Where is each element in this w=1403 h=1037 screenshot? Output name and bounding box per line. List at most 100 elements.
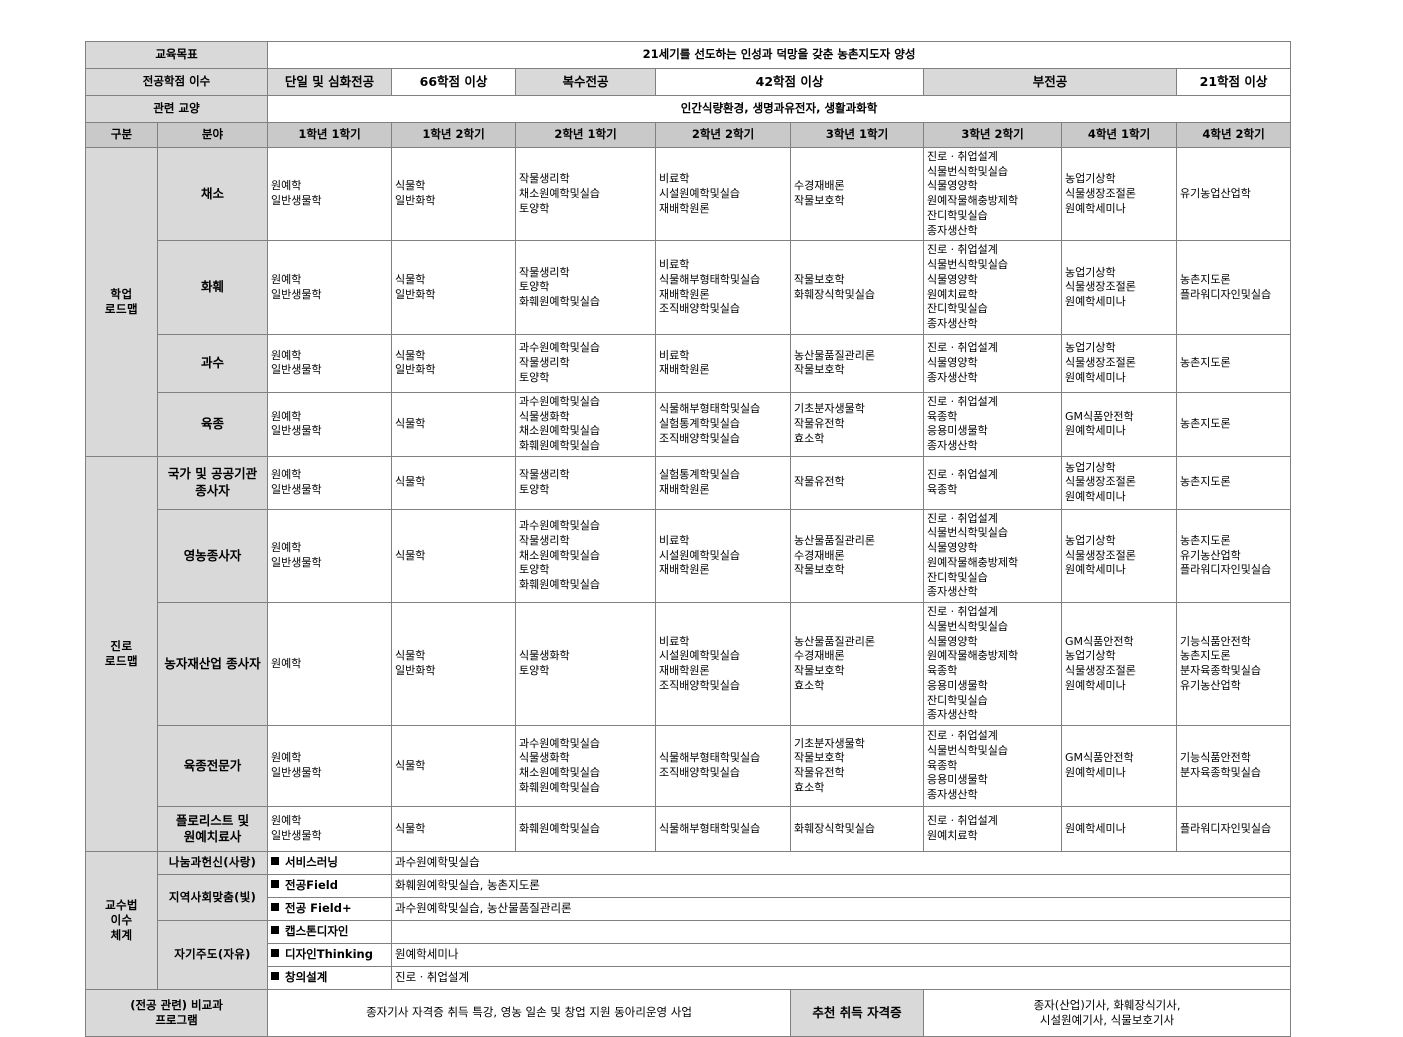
course-list: 비료학 시설원예학및실습 재배학원론 조직배양학및실습 [659, 635, 787, 694]
course-item: 식물생화학 [519, 649, 570, 663]
education-goal-value: 21세기를 선도하는 인성과 덕망을 갖춘 농촌지도자 양성 [267, 41, 1292, 69]
academic-courses-r3-s2: 식물학 일반화학 [391, 333, 517, 393]
course-item: 잔디학및실습 [927, 302, 988, 316]
teaching-item-label-text: 서비스러닝 [285, 855, 338, 870]
course-item: 화훼원예학및실습 [519, 578, 600, 592]
course-list: 작물유전학 [794, 475, 920, 490]
course-item: 농산물품질관리론 [794, 634, 875, 648]
course-item: 비료학 [659, 258, 690, 272]
academic-roadmap-label-line: 학업 [110, 286, 133, 301]
academic-field-2: 화훼 [156, 240, 269, 335]
course-item: 잔디학및실습 [927, 208, 988, 222]
career-courses-r5-s2: 식물학 [391, 806, 517, 853]
career-roadmap-label: 진로 로드맵 [85, 455, 158, 853]
academic-roadmap-row: 화훼 원예학 일반생물학 식물학 일반화학 작물생리학 토양학 화훼원예학및실습 비료학 식물해부… [86, 240, 1292, 335]
teaching-item-value: 과수원예학및실습 [391, 851, 1292, 876]
course-item: 일반화학 [395, 363, 436, 377]
credit-type-2: 복수전공 [515, 68, 657, 96]
credit-value-2: 42학점 이상 [655, 68, 925, 96]
course-item: 육종학 [927, 758, 958, 772]
course-item: 농업기상학 [1065, 341, 1116, 355]
course-item: 토양학 [519, 664, 550, 678]
course-item: 원예학 [271, 751, 302, 765]
career-field-1: 국가 및 공공기관 종사자 [156, 455, 269, 510]
academic-courses-r3-s4: 비료학 재배학원론 [655, 333, 792, 393]
academic-courses-r3-s8: 농촌지도론 [1176, 333, 1292, 393]
course-list: 원예학 일반생물학 [271, 179, 388, 208]
course-item: 조직배양학및실습 [659, 766, 740, 780]
career-courses-r1-s7: 농업기상학 식물생장조절론 원예학세미나 [1061, 455, 1178, 510]
career-courses-r4-s3: 과수원예학및실습 식물생화학 채소원예학및실습 화훼원예학및실습 [515, 725, 657, 808]
course-item: 재배학원론 [659, 287, 710, 301]
course-item: 과수원예학및실습 [519, 394, 600, 408]
course-item: 농촌지도론 [1180, 533, 1231, 547]
course-item: 화훼원예학및실습 [519, 439, 600, 453]
course-item: 식물영양학 [927, 634, 978, 648]
course-list: 농산물품질관리론 수경재배론 작물보호학 [794, 534, 920, 578]
course-item: 채소원예학및실습 [519, 548, 600, 562]
course-item: 재배학원론 [659, 201, 710, 215]
academic-roadmap-label-line: 로드맵 [104, 301, 139, 316]
course-item: 농산물품질관리론 [794, 348, 875, 362]
course-item: 플라워디자인및실습 [1180, 563, 1272, 577]
course-item: 진로ㆍ취업설계 [927, 511, 998, 525]
course-item: 재배학원론 [659, 563, 710, 577]
course-item: 육종학 [927, 409, 958, 423]
career-courses-r4-s4: 식물해부형태학및실습 조직배양학및실습 [655, 725, 792, 808]
career-field-line: 플로리스트 및 [175, 812, 250, 828]
course-list: 작물생리학 채소원예학및실습 토양학 [519, 172, 652, 216]
course-list: 과수원예학및실습 작물생리학 채소원예학및실습 토양학 화훼원예학및실습 [519, 519, 652, 593]
certification-value-line: 시설원예기사, 식물보호기사 [1039, 1013, 1175, 1028]
course-item: 원예학세미나 [1065, 563, 1126, 577]
course-item: 분자육종학및실습 [1180, 664, 1261, 678]
academic-roadmap-row: 학업 로드맵 채소 원예학 일반생물학 식물학 일반화학 작물생리학 채소원예학및실습 토양학 비료… [85, 146, 1292, 457]
academic-courses-r3-s6: 진로ㆍ취업설계 식물영양학 종자생산학 [923, 333, 1063, 393]
course-item: 원예학세미나 [1065, 766, 1126, 780]
course-item: 응용미생물학 [927, 424, 988, 438]
course-item: 효소학 [794, 431, 825, 445]
course-item: 시설원예학및실습 [659, 186, 740, 200]
course-item: 식물학 [395, 821, 426, 835]
course-item: 토양학 [519, 482, 550, 496]
column-header-semester-2: 1학년 2학기 [391, 122, 517, 148]
course-item: 일반생물학 [271, 482, 322, 496]
career-courses-r4-s7: GM식품안전학 원예학세미나 [1061, 725, 1178, 808]
career-courses-r2-s2: 식물학 [391, 508, 517, 604]
career-courses-r1-s4: 실험통계학및실습 재배학원론 [655, 455, 792, 510]
course-list: GM식품안전학 원예학세미나 [1065, 410, 1173, 439]
career-courses-r2-s7: 농업기상학 식물생장조절론 원예학세미나 [1061, 508, 1178, 604]
course-item: 작물유전학 [794, 416, 845, 430]
course-item: 원예학 [271, 814, 302, 828]
academic-field-4: 육종 [156, 391, 269, 457]
course-item: 원예학세미나 [1065, 294, 1126, 308]
course-item: 진로ㆍ취업설계 [927, 394, 998, 408]
certification-value-line: 종자(산업)기사, 화훼장식기사, [1033, 997, 1181, 1012]
course-item: 실험통계학및실습 [659, 468, 740, 482]
course-item: 플라워디자인및실습 [1180, 821, 1272, 835]
course-item: 토양학 [519, 563, 550, 577]
course-list: 농촌지도론 플라워디자인및실습 [1180, 273, 1287, 302]
course-item: 식물학 [395, 649, 426, 663]
teaching-group-1: 나눔과헌신(사랑) [156, 851, 269, 876]
career-courses-r3-s5: 농산물품질관리론 수경재배론 작물보호학 효소학 [790, 602, 925, 727]
career-courses-r5-s1: 원예학 일반생물학 [267, 806, 393, 853]
academic-courses-r4-s7: GM식품안전학 원예학세미나 [1061, 391, 1178, 457]
course-item: 진로ㆍ취업설계 [927, 341, 998, 355]
course-list: 원예학 일반생물학 [271, 751, 388, 780]
course-item: 진로ㆍ취업설계 [927, 150, 998, 163]
course-item: 조직배양학및실습 [659, 678, 740, 692]
course-item: 식물번식학및실습 [927, 743, 1008, 757]
course-item: 비료학 [659, 634, 690, 648]
career-courses-r4-s6: 진로ㆍ취업설계 식물번식학및실습 육종학 응용미생물학 종자생산학 [923, 725, 1063, 808]
teaching-item-label-text: 창의설계 [285, 970, 328, 985]
course-list: 비료학 시설원예학및실습 재배학원론 [659, 534, 787, 578]
course-item: 식물영양학 [927, 179, 978, 193]
course-item: 작물생리학 [519, 172, 570, 186]
course-item: 채소원예학및실습 [519, 766, 600, 780]
course-item: 원예학 [271, 656, 302, 670]
teaching-method-label-line: 이수 [110, 912, 133, 927]
course-list: 식물학 일반화학 [395, 349, 512, 378]
career-courses-r2-s8: 농촌지도론 유기농산업학 플라워디자인및실습 [1176, 508, 1292, 604]
course-list: 농촌지도론 [1180, 356, 1287, 371]
course-list: 농촌지도론 [1180, 417, 1287, 432]
